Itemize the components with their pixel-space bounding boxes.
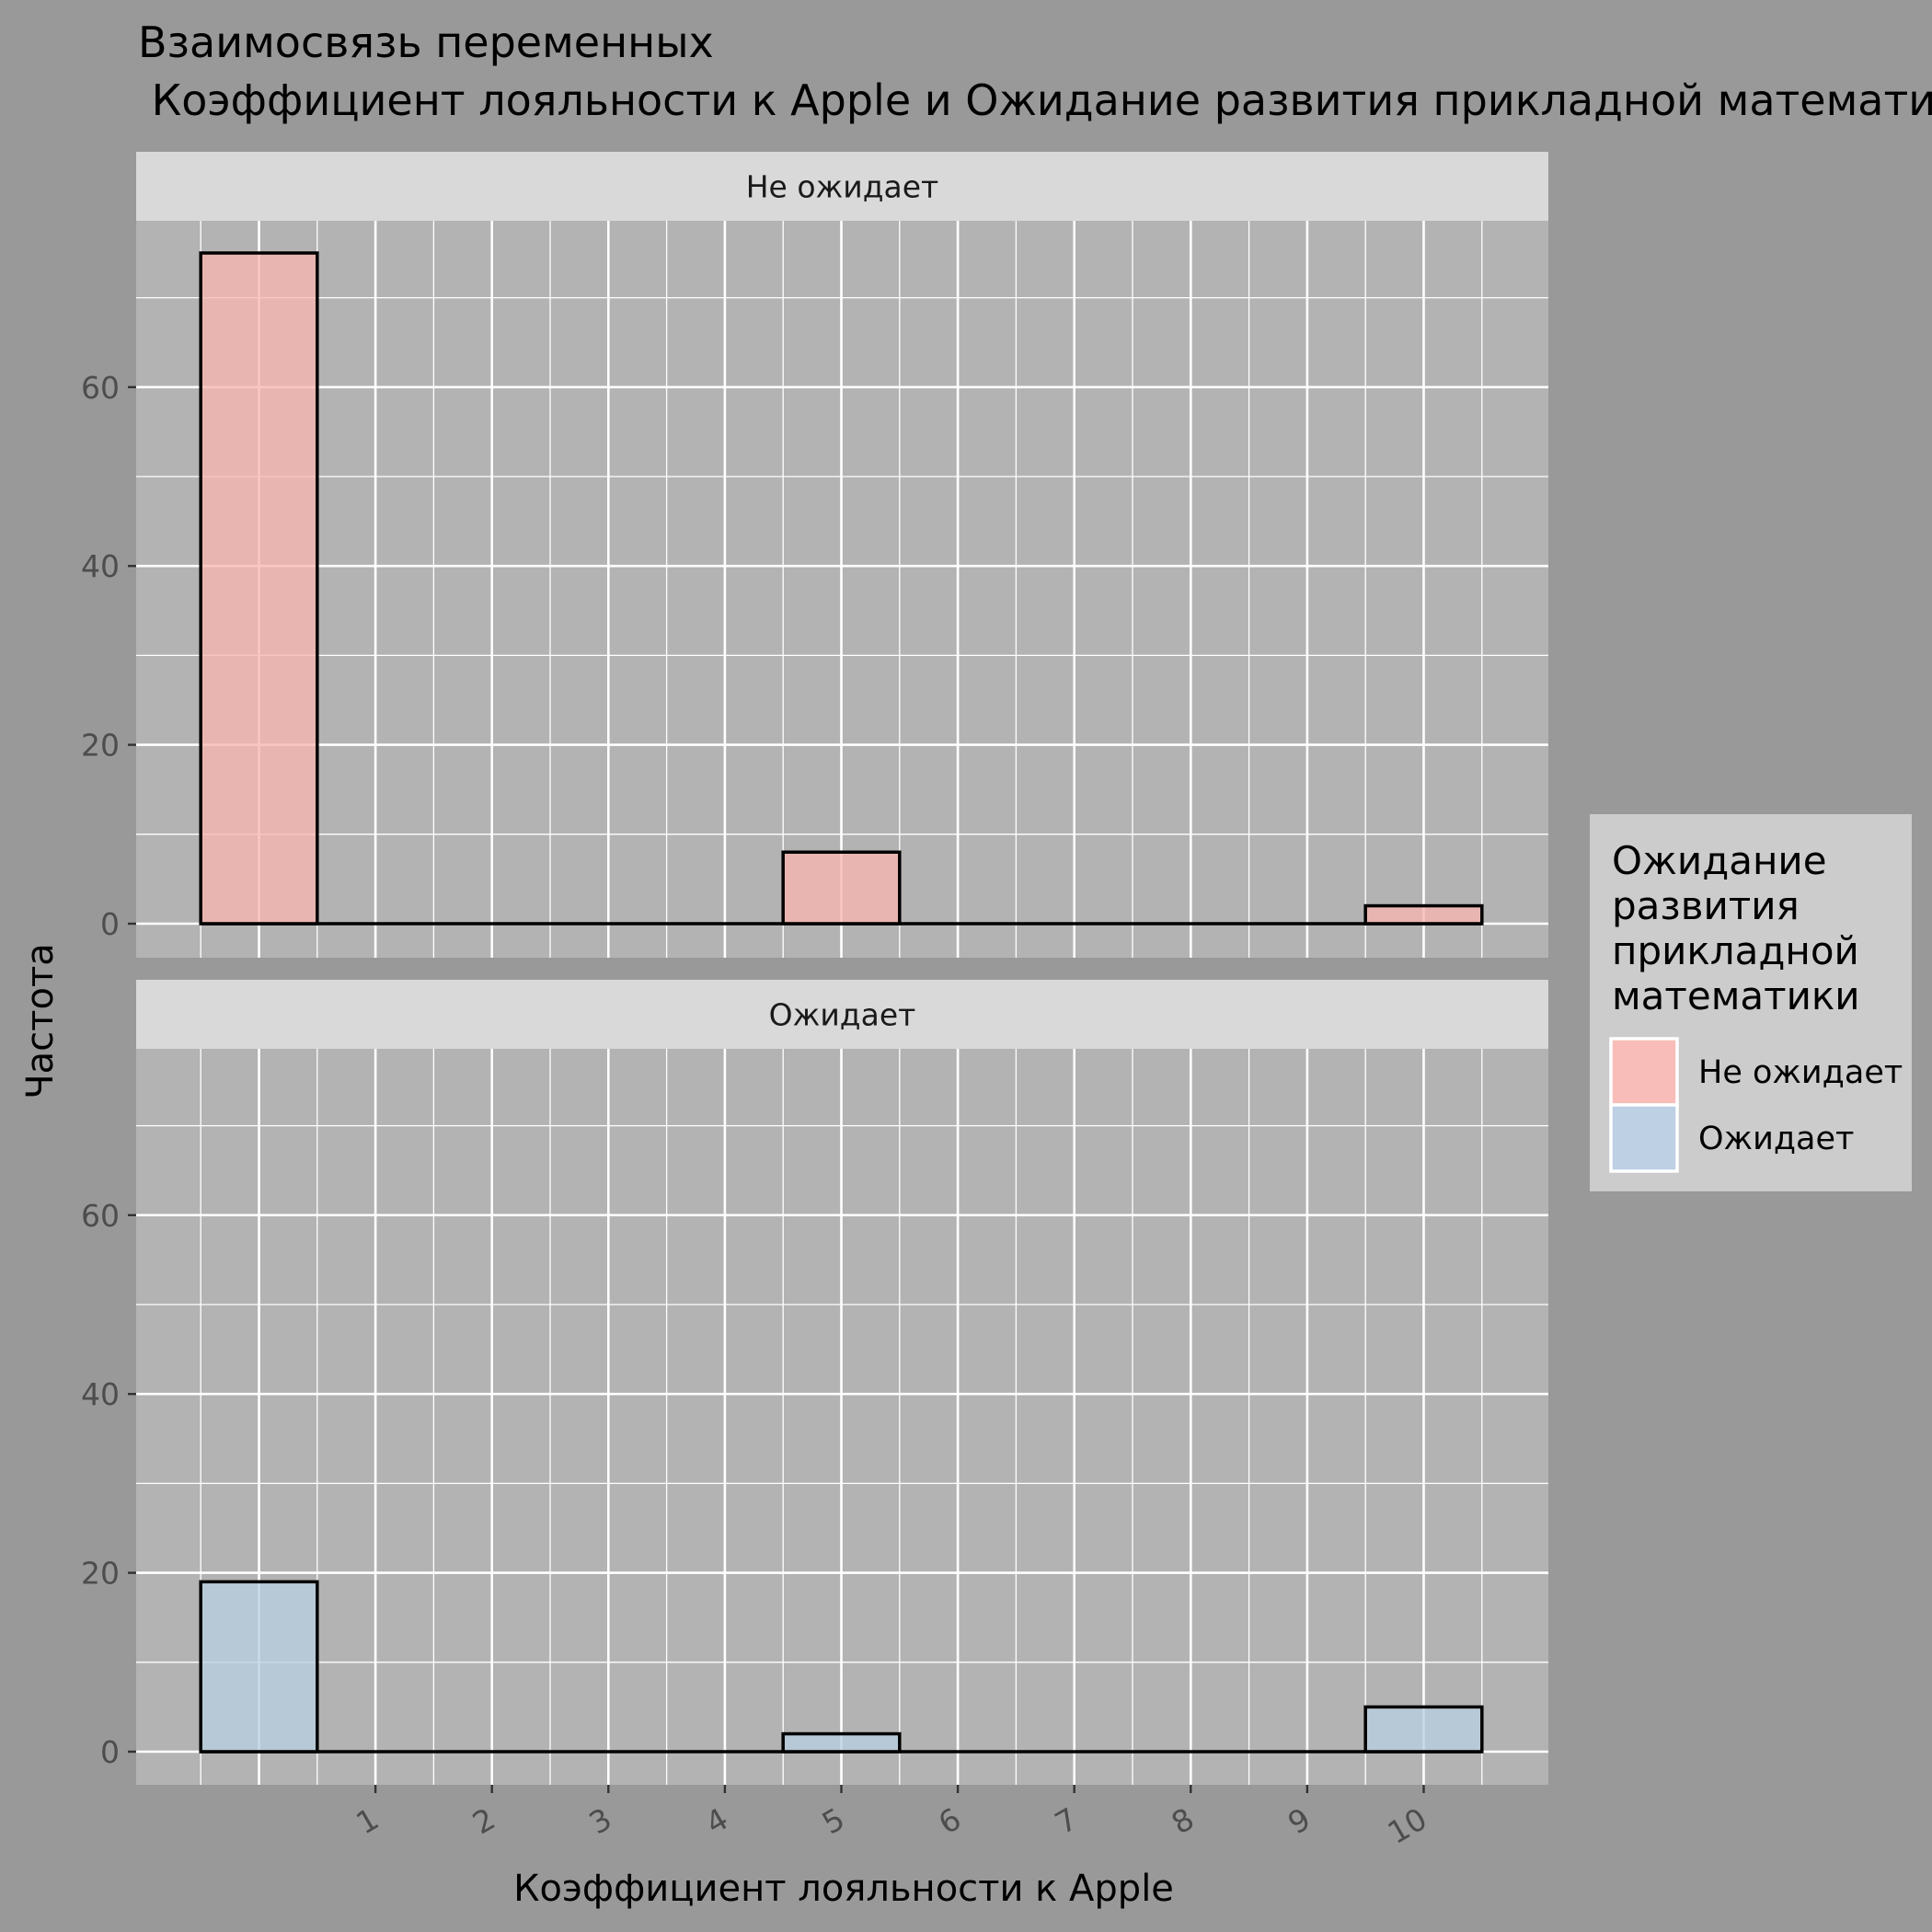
y-tick-label: 0 (100, 1734, 120, 1770)
legend-key (1609, 1037, 1679, 1107)
y-tick-label: 40 (81, 548, 120, 584)
facet-panel: Ожидает 0 20 40 60 (81, 980, 1548, 1785)
legend-item-label: Не ожидает (1698, 1054, 1903, 1091)
chart-title-line-2: Коэффициент лояльности к Apple и Ожидани… (138, 75, 1932, 125)
legend-title-line: прикладной (1612, 928, 1859, 973)
y-tick-label: 40 (81, 1376, 120, 1412)
histogram-bar (199, 1580, 319, 1754)
legend-title-line: Ожидание (1612, 838, 1827, 883)
x-tick-label: 3 (583, 1800, 618, 1841)
x-axis-title: Коэффициент лояльности к Apple (513, 1868, 1174, 1910)
y-tick-label: 0 (100, 906, 120, 942)
histogram-bar (1363, 903, 1484, 926)
facet-panel: Не ожидает 0 20 40 60 (81, 152, 1548, 958)
facet-strip-label: Ожидает (769, 997, 916, 1033)
chart-title-line-1: Взаимосвязь переменных (138, 17, 714, 67)
x-tick-label: 6 (932, 1800, 967, 1841)
x-tick-label: 4 (699, 1800, 734, 1841)
x-tick-label: 7 (1049, 1800, 1084, 1841)
histogram-bar (781, 850, 902, 926)
histogram-bar (781, 1731, 902, 1754)
x-tick-label: 9 (1282, 1800, 1317, 1841)
facet-strip-label: Не ожидает (746, 169, 939, 205)
y-tick-label: 60 (81, 370, 120, 406)
x-axis: 1 2 3 4 5 6 7 8 9 10 (350, 1785, 1433, 1851)
y-tick-label: 20 (81, 1556, 120, 1592)
x-tick-label: 10 (1382, 1800, 1433, 1851)
legend-title-line: математики (1612, 973, 1860, 1018)
x-tick-label: 2 (466, 1800, 501, 1841)
legend-key (1609, 1103, 1679, 1173)
legend-item-label: Ожидает (1698, 1121, 1854, 1157)
x-tick-label: 5 (816, 1800, 851, 1841)
histogram-bar (1363, 1705, 1484, 1754)
facet-panels: Не ожидает 0 20 40 60 Ожидает 0 20 40 60 (81, 152, 1548, 1785)
facet-strip (136, 152, 1548, 221)
facet-strip (136, 980, 1548, 1049)
y-axis-title: Частота (19, 943, 62, 1099)
x-tick-label: 1 (350, 1800, 385, 1841)
histogram-bar (199, 251, 319, 926)
legend-title-line: развития (1612, 883, 1800, 928)
y-tick-label: 20 (81, 728, 120, 764)
y-tick-label: 60 (81, 1198, 120, 1234)
x-tick-label: 8 (1166, 1800, 1201, 1841)
